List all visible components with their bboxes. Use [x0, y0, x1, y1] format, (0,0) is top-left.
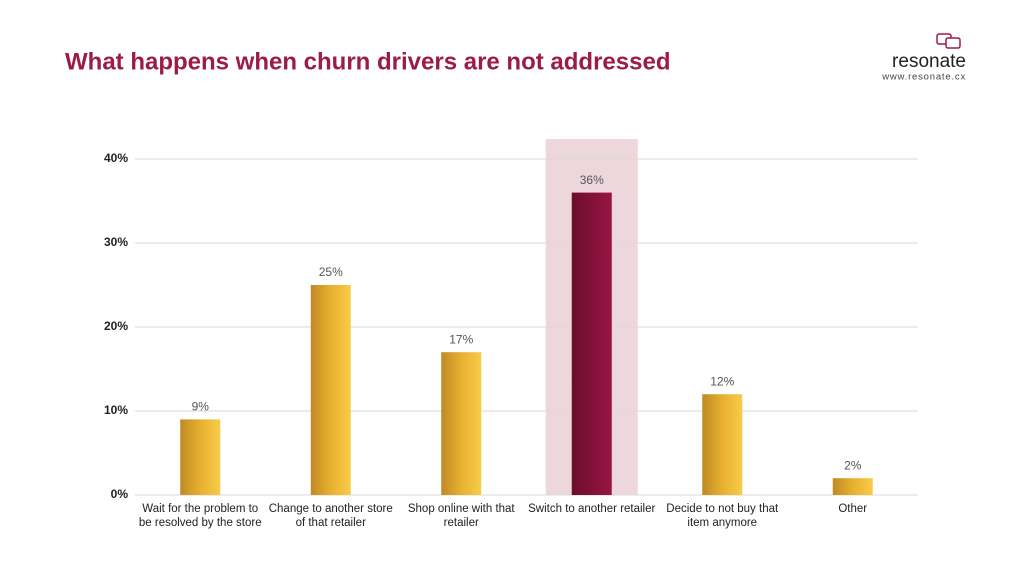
value-label: 25%	[319, 265, 343, 279]
bar	[310, 285, 351, 495]
chart-title: What happens when churn drivers are not …	[65, 48, 670, 75]
brand-url: www.resonate.cx	[881, 72, 966, 83]
x-tick-label: Wait for the problem to be resolved by t…	[138, 503, 262, 529]
value-label: 17%	[449, 332, 473, 346]
value-label: 12%	[710, 374, 734, 388]
value-label: 36%	[580, 173, 604, 187]
bar	[180, 419, 221, 495]
x-tick-label: Change to another store of that retailer	[268, 503, 393, 529]
bar	[571, 192, 612, 495]
y-tick-label: 30%	[104, 235, 128, 249]
bar	[832, 478, 873, 495]
y-tick-label: 0%	[111, 487, 129, 501]
x-tick-label: Switch to another retailer	[528, 503, 656, 515]
x-tick-label: Other	[838, 503, 868, 515]
value-label: 2%	[844, 458, 862, 472]
x-tick-label: Decide to not buy that item anymore	[666, 503, 779, 529]
x-tick-label: Shop online with that retailer	[407, 503, 515, 529]
value-label: 9%	[192, 400, 210, 414]
brand-name: resonate	[892, 51, 966, 72]
logo-icon	[945, 37, 961, 49]
y-tick-label: 10%	[104, 403, 128, 417]
logo: resonate www.resonate.cx	[881, 33, 966, 83]
y-tick-label: 40%	[104, 151, 128, 165]
y-tick-label: 20%	[104, 319, 128, 333]
bar	[441, 352, 482, 495]
bar	[702, 394, 743, 495]
